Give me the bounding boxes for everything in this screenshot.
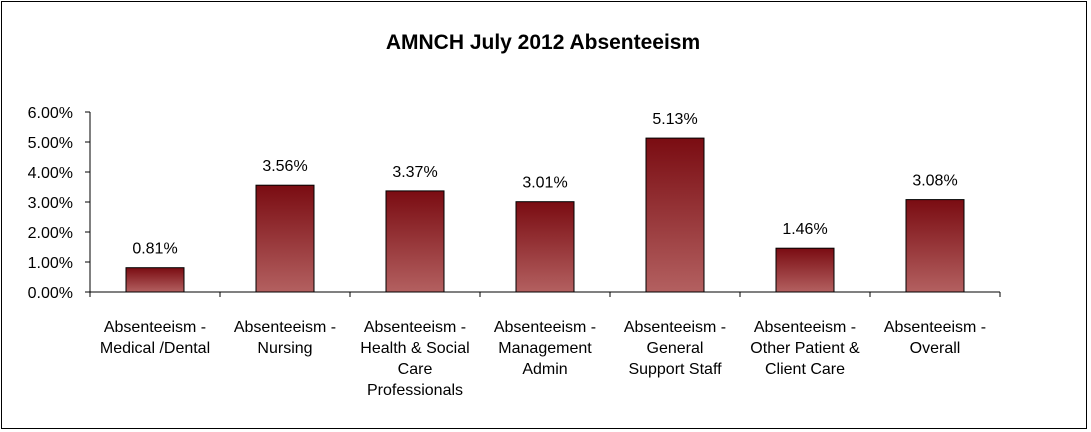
x-category-label: Absenteeism -Other Patient & Client Care xyxy=(750,319,860,378)
bar xyxy=(905,199,965,293)
y-tick-label: 1.00% xyxy=(28,255,73,272)
data-label: 3.08% xyxy=(912,173,957,190)
bar xyxy=(125,267,185,293)
y-tick-label: 0.00% xyxy=(28,285,73,302)
x-category-label: Absenteeism -Management Admin xyxy=(494,319,596,378)
bar xyxy=(775,247,835,293)
bar xyxy=(515,201,575,293)
y-tick-label: 6.00% xyxy=(28,105,73,122)
y-tick-label: 3.00% xyxy=(28,195,73,212)
chart-title: AMNCH July 2012 Absenteeism xyxy=(386,31,700,54)
data-label: 3.37% xyxy=(392,164,437,181)
x-category-label: Absenteeism -Nursing xyxy=(234,319,336,357)
bar xyxy=(645,137,705,293)
x-category-label: Absenteeism -Medical /Dental xyxy=(100,319,210,357)
data-label: 1.46% xyxy=(782,221,827,238)
bar xyxy=(255,184,315,293)
y-tick-label: 4.00% xyxy=(28,165,73,182)
data-label: 0.81% xyxy=(132,241,177,258)
bar xyxy=(385,190,445,293)
y-tick-label: 5.00% xyxy=(28,135,73,152)
x-category-label: Absenteeism -Overall xyxy=(884,319,986,357)
x-category-label: Absenteeism -General Support Staff xyxy=(624,319,726,378)
x-category-label: Absenteeism -Health & Social Care Professi… xyxy=(360,319,469,399)
data-label: 3.56% xyxy=(262,158,307,175)
data-label: 5.13% xyxy=(652,111,697,128)
y-tick-label: 2.00% xyxy=(28,225,73,242)
data-label: 3.01% xyxy=(522,175,567,192)
